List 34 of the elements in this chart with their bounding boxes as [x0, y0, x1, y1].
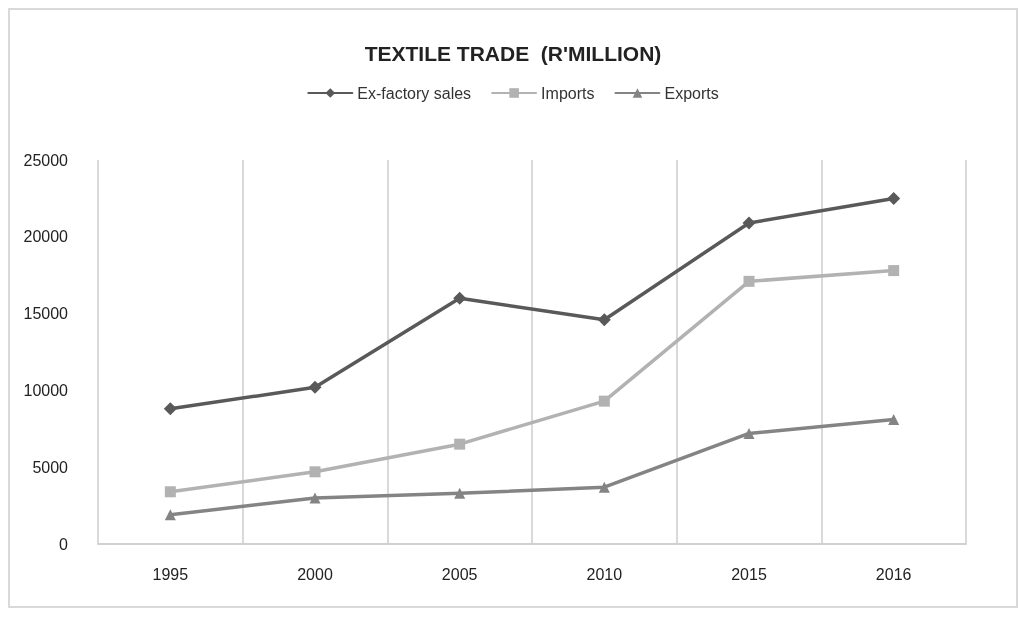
x-tick-label: 2000 — [297, 565, 333, 583]
y-tick-label: 10000 — [23, 381, 69, 399]
point — [164, 486, 176, 498]
point — [888, 265, 900, 277]
x-tick-label: 2016 — [875, 565, 912, 583]
point — [598, 395, 610, 407]
point — [453, 291, 467, 305]
point — [163, 402, 177, 416]
y-tick-label: 25000 — [23, 151, 69, 169]
point — [309, 492, 321, 504]
point — [887, 191, 901, 205]
legend-label: Ex-factory sales — [357, 84, 472, 102]
x-tick-label: 2010 — [586, 565, 623, 583]
point — [164, 509, 176, 521]
point — [309, 466, 321, 478]
point — [598, 481, 610, 493]
y-tick-label: 0 — [59, 535, 69, 553]
chart-title: TEXTILE TRADE (R'MILLION) — [364, 42, 662, 65]
point — [743, 275, 755, 287]
legend-label: Imports — [541, 84, 595, 102]
point — [454, 487, 466, 499]
point — [743, 427, 755, 439]
point — [888, 414, 900, 426]
point — [742, 216, 756, 230]
x-tick-label: 2015 — [731, 565, 767, 583]
point — [597, 313, 611, 327]
point — [308, 380, 322, 394]
point — [454, 438, 466, 450]
y-tick-label: 5000 — [32, 458, 69, 476]
y-tick-label: 20000 — [23, 228, 69, 246]
legend-label: Exports — [664, 84, 719, 102]
x-tick-label: 1995 — [152, 565, 189, 583]
x-tick-label: 2005 — [441, 565, 478, 583]
y-tick-label: 15000 — [23, 305, 69, 323]
